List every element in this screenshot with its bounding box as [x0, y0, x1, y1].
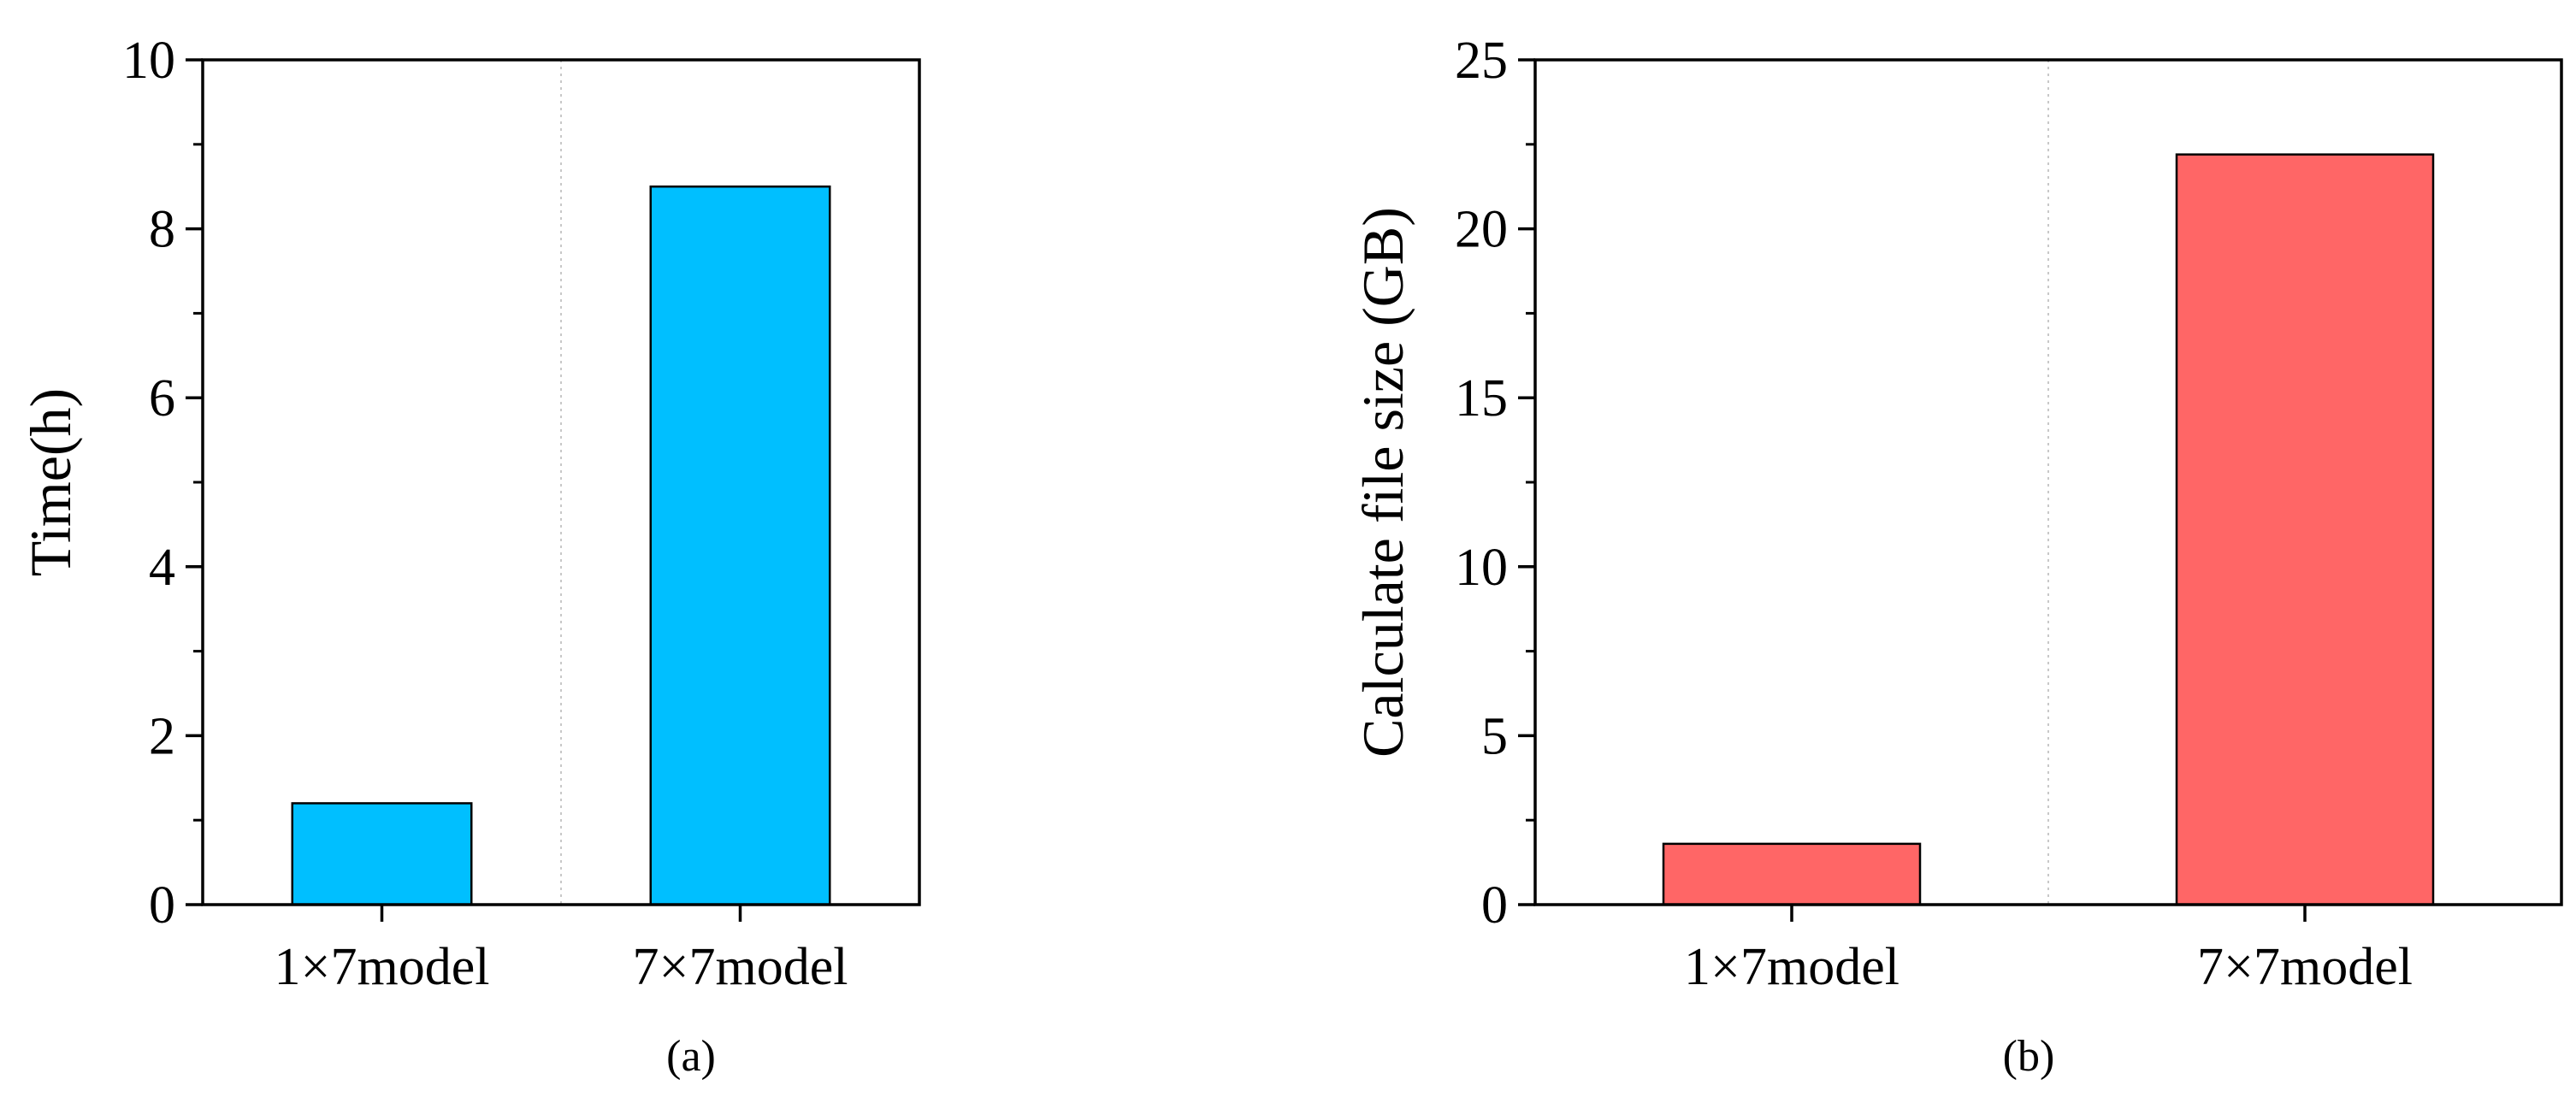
bar-seven-by-seven	[649, 185, 831, 906]
x-category-label: 1×7model	[275, 938, 490, 996]
bar-one-by-seven	[1662, 842, 1922, 906]
panel-label: (b)	[2003, 1032, 2055, 1081]
panel-label: (a)	[666, 1032, 716, 1081]
bar-seven-by-seven	[2175, 153, 2435, 906]
y-tick-label: 8	[149, 201, 175, 259]
x-category-label: 7×7model	[2197, 938, 2413, 996]
y-tick-label: 0	[149, 876, 175, 935]
x-category-label: 7×7model	[633, 938, 848, 996]
y-tick-label: 15	[1455, 369, 1508, 428]
y-tick-label: 0	[1481, 876, 1508, 935]
y-tick-label: 2	[149, 707, 175, 765]
y-tick-label: 10	[1455, 539, 1508, 597]
y-tick-label: 4	[149, 539, 175, 597]
y-axis-title: Calculate file size (GB)	[1350, 207, 1415, 758]
bar-one-by-seven	[291, 802, 473, 906]
x-category-label: 1×7model	[1684, 938, 1900, 996]
y-tick-label: 25	[1455, 32, 1508, 90]
y-tick-label: 5	[1481, 707, 1508, 765]
y-tick-label: 10	[122, 32, 175, 90]
y-tick-label: 20	[1455, 201, 1508, 259]
y-axis-title: Time(h)	[18, 388, 83, 576]
y-tick-label: 6	[149, 369, 175, 428]
